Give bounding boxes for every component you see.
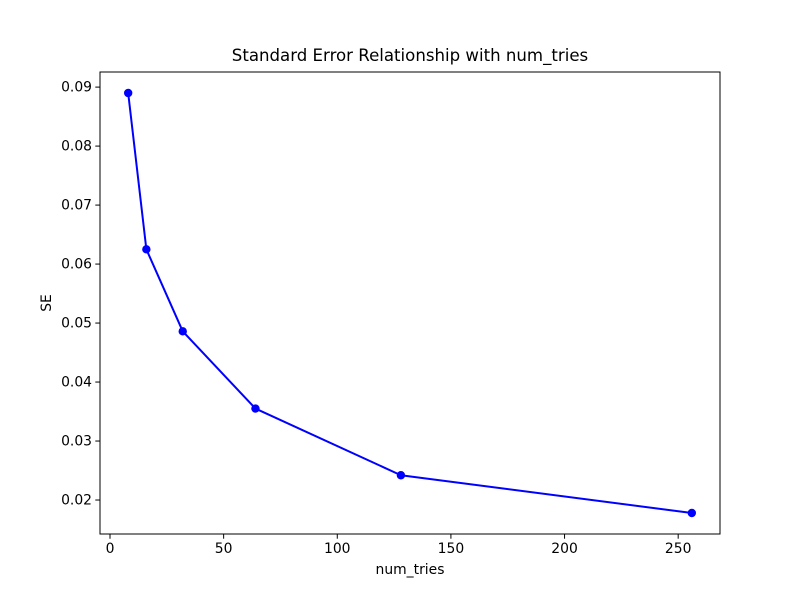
axes-frame — [99, 71, 721, 535]
x-tick-label: 50 — [215, 541, 233, 557]
data-point-marker — [142, 245, 151, 254]
x-tick-label: 150 — [438, 541, 465, 557]
data-point-marker — [251, 404, 260, 413]
y-tick-label: 0.08 — [61, 139, 92, 155]
y-tick-label: 0.06 — [61, 257, 92, 273]
data-point-marker — [178, 327, 187, 336]
y-tick-label: 0.07 — [61, 198, 92, 214]
series-line — [127, 92, 692, 514]
y-tick-label: 0.04 — [61, 375, 92, 391]
x-tick-label: 0 — [106, 541, 115, 557]
data-point-marker — [687, 508, 697, 518]
chart-title: Standard Error Relationship with num_tri… — [231, 46, 589, 65]
y-tick-label: 0.05 — [61, 316, 92, 332]
data-point-marker — [396, 471, 406, 480]
y-tick-label: 0.09 — [61, 80, 92, 96]
x-axis-label: num_tries — [375, 562, 445, 578]
x-tick-label: 200 — [551, 541, 578, 557]
x-tick-label: 100 — [324, 541, 351, 557]
y-tick-label: 0.03 — [61, 434, 92, 450]
x-tick-label: 250 — [665, 541, 692, 557]
y-tick-label: 0.02 — [61, 493, 92, 509]
data-point-marker — [123, 88, 133, 98]
